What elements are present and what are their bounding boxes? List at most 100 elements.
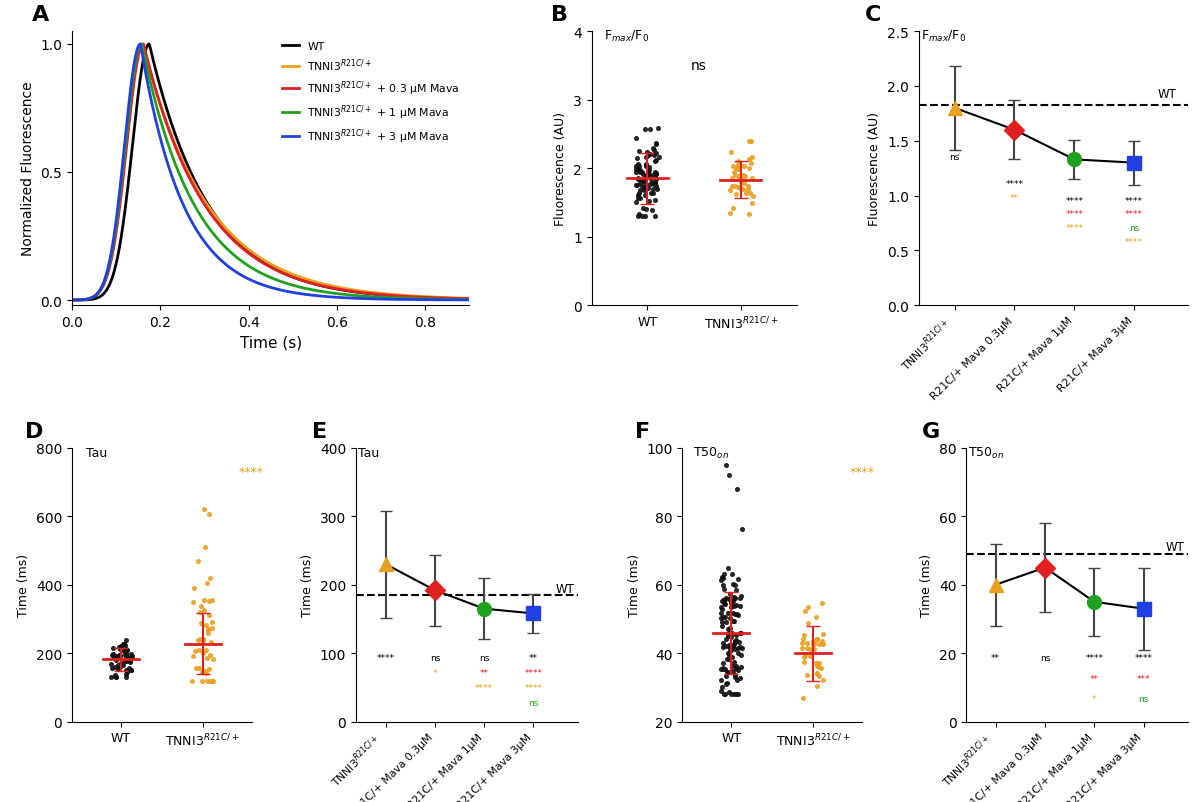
Point [192, 666, 211, 678]
Point [718, 607, 737, 620]
Point [725, 167, 744, 180]
Point [634, 202, 653, 215]
Point [719, 638, 738, 651]
Point [719, 469, 738, 482]
Point [739, 209, 758, 221]
Point [719, 593, 738, 606]
Point [110, 643, 130, 656]
Point [118, 644, 137, 657]
Point [733, 169, 752, 182]
Point [719, 686, 738, 699]
Point [101, 658, 120, 670]
Point [726, 629, 745, 642]
Point [714, 593, 733, 606]
Point [631, 175, 650, 188]
Point [808, 666, 827, 679]
Point [636, 160, 655, 173]
Point [728, 642, 748, 655]
Point [199, 609, 218, 622]
X-axis label: Time (s): Time (s) [240, 335, 301, 350]
Point [202, 616, 221, 629]
Point [638, 168, 658, 180]
Point [643, 183, 662, 196]
Point [722, 639, 742, 652]
Text: ***: *** [1136, 674, 1151, 683]
Text: D: D [25, 421, 43, 441]
Point [721, 594, 740, 607]
Point [721, 612, 740, 625]
Point [719, 653, 738, 666]
Point [200, 674, 220, 687]
Point [810, 661, 829, 674]
Point [646, 176, 665, 189]
Point [628, 189, 647, 202]
Point [646, 177, 665, 190]
Y-axis label: Normalized Fluorescence: Normalized Fluorescence [20, 82, 35, 256]
Point [730, 173, 749, 186]
Point [629, 160, 648, 173]
Point [719, 641, 738, 654]
Point [712, 607, 731, 620]
Point [812, 638, 832, 650]
Point [634, 183, 653, 196]
Point [626, 166, 646, 179]
Text: T50$_{on}$: T50$_{on}$ [692, 445, 728, 460]
Legend: WT, TNNI3$^{R21C/+}$, TNNI3$^{R21C/+}$ + 0.3 μM Mava, TNNI3$^{R21C/+}$ + 1 μM Ma: WT, TNNI3$^{R21C/+}$, TNNI3$^{R21C/+}$ +… [278, 38, 464, 150]
Text: WT: WT [1166, 541, 1184, 553]
Point [733, 172, 752, 185]
Point [814, 674, 833, 687]
Point [115, 638, 134, 651]
Point [120, 654, 139, 666]
Point [646, 156, 665, 168]
Point [103, 648, 122, 661]
Point [641, 187, 660, 200]
Text: C: C [865, 5, 881, 25]
Text: ****: **** [1126, 210, 1144, 219]
Point [630, 184, 649, 196]
Point [632, 166, 652, 179]
Text: ns: ns [690, 59, 706, 74]
Point [742, 197, 761, 210]
Point [716, 592, 736, 605]
Point [116, 668, 136, 681]
Point [793, 642, 812, 654]
Point [193, 647, 212, 660]
Point [798, 618, 817, 630]
Point [716, 670, 736, 683]
Point [730, 182, 749, 195]
Point [794, 656, 814, 669]
Point [203, 674, 222, 687]
Point [199, 508, 218, 521]
Point [190, 662, 209, 674]
Point [719, 627, 738, 640]
Point [734, 160, 754, 173]
Point [808, 660, 827, 673]
Point [720, 649, 739, 662]
Point [629, 173, 648, 186]
Point [725, 600, 744, 613]
Point [626, 180, 646, 192]
Point [103, 648, 122, 661]
Point [635, 210, 654, 223]
Point [110, 661, 130, 674]
Point [629, 145, 648, 158]
Point [742, 136, 761, 148]
Point [716, 459, 736, 472]
Point [805, 643, 824, 656]
Point [796, 605, 815, 618]
Point [626, 160, 646, 173]
Text: G: G [922, 421, 940, 441]
Point [642, 205, 661, 217]
Point [803, 635, 822, 648]
Point [193, 634, 212, 647]
Point [115, 645, 134, 658]
Point [726, 635, 745, 648]
Point [643, 177, 662, 190]
Point [806, 633, 826, 646]
Point [793, 633, 812, 646]
Y-axis label: Time (ms): Time (ms) [628, 553, 641, 617]
Point [811, 662, 830, 674]
Text: **: ** [480, 668, 488, 678]
Point [732, 176, 751, 188]
Point [184, 650, 203, 662]
